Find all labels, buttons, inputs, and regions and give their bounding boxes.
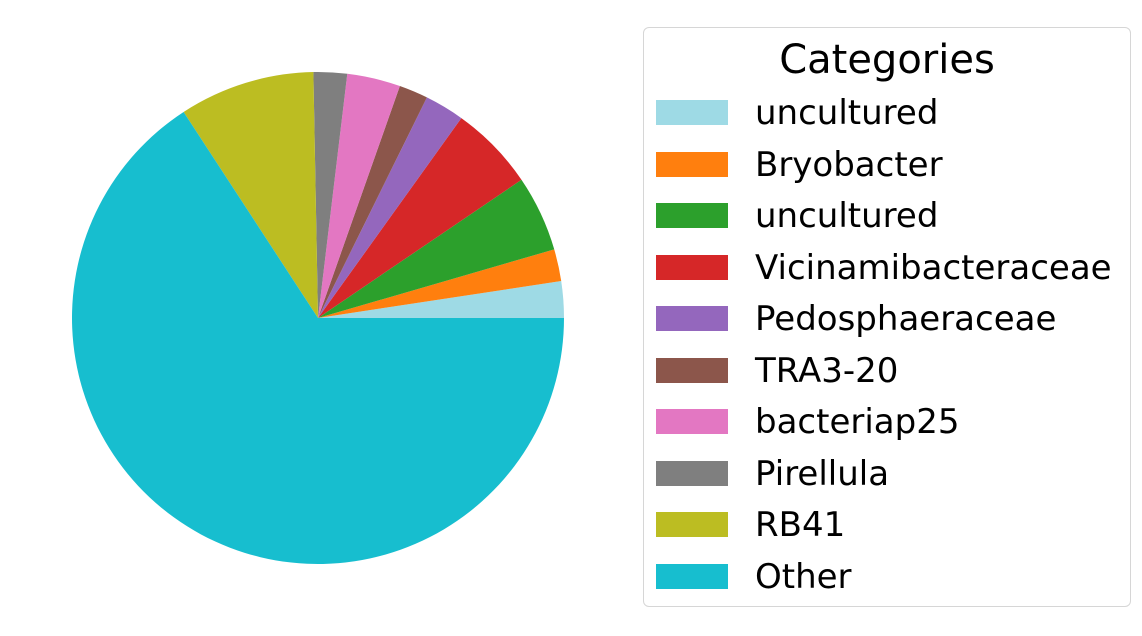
legend-title: Categories: [779, 37, 995, 83]
legend-item-tra3-20: TRA3-20: [644, 346, 1130, 398]
legend-swatch: [656, 306, 728, 331]
pie-slice-5-tra3-20: [318, 86, 427, 319]
legend-item-other: Other: [644, 552, 1130, 604]
pie-slice-4-pedosphaeraceae: [318, 97, 462, 319]
legend-label: uncultured: [755, 196, 939, 236]
legend-label: uncultured: [755, 93, 939, 133]
legend-swatch: [656, 100, 728, 125]
legend-swatch: [656, 151, 728, 177]
legend-item-pedosphaeraceae: Pedosphaeraceae: [644, 294, 1130, 346]
legend-swatch: [656, 563, 728, 589]
legend-item-vicinamibacteraceae: Vicinamibacteraceae: [644, 243, 1130, 295]
pie-slice-9-other: [71, 111, 565, 565]
legend-label: TRA3-20: [755, 350, 899, 391]
legend-item-uncultured: uncultured: [644, 88, 1130, 140]
legend-label: Vicinamibacteraceae: [755, 247, 1112, 288]
legend-swatch: [656, 254, 728, 280]
legend-item-bryobacter: Bryobacter: [644, 140, 1130, 192]
legend-label: Other: [755, 556, 852, 597]
pie-slice-7-pirellula: [313, 71, 348, 319]
legend-swatch: [656, 203, 728, 228]
legend-label: bacteriap25: [755, 402, 960, 442]
pie-slice-3-vicinamibacteraceae: [318, 118, 522, 318]
legend-item-pirellula: Pirellula: [644, 449, 1130, 501]
legend: Categories uncultured Bryobacter unculture…: [643, 27, 1131, 607]
pie-slice-6-bacteriap25: [318, 73, 400, 318]
pie-slice-2-uncultured: [318, 179, 555, 318]
pie-slice-0-uncultured: [318, 281, 564, 318]
pie-plot-area: [71, 71, 565, 565]
legend-swatch: [656, 357, 728, 383]
legend-item-bacteriap25: bacteriap25: [644, 397, 1130, 449]
pie-slice-8-rb41: [183, 72, 318, 318]
legend-label: RB41: [755, 505, 846, 545]
legend-label: Pirellula: [755, 453, 890, 494]
legend-item-rb41: RB41: [644, 500, 1130, 552]
pie-slice-1-bryobacter: [318, 249, 562, 318]
legend-label: Bryobacter: [755, 144, 943, 185]
legend-swatch: [656, 512, 728, 537]
legend-swatch: [656, 409, 728, 434]
legend-swatch: [656, 460, 728, 486]
legend-label: Pedosphaeraceae: [755, 299, 1057, 339]
legend-item-uncultured: uncultured: [644, 191, 1130, 243]
